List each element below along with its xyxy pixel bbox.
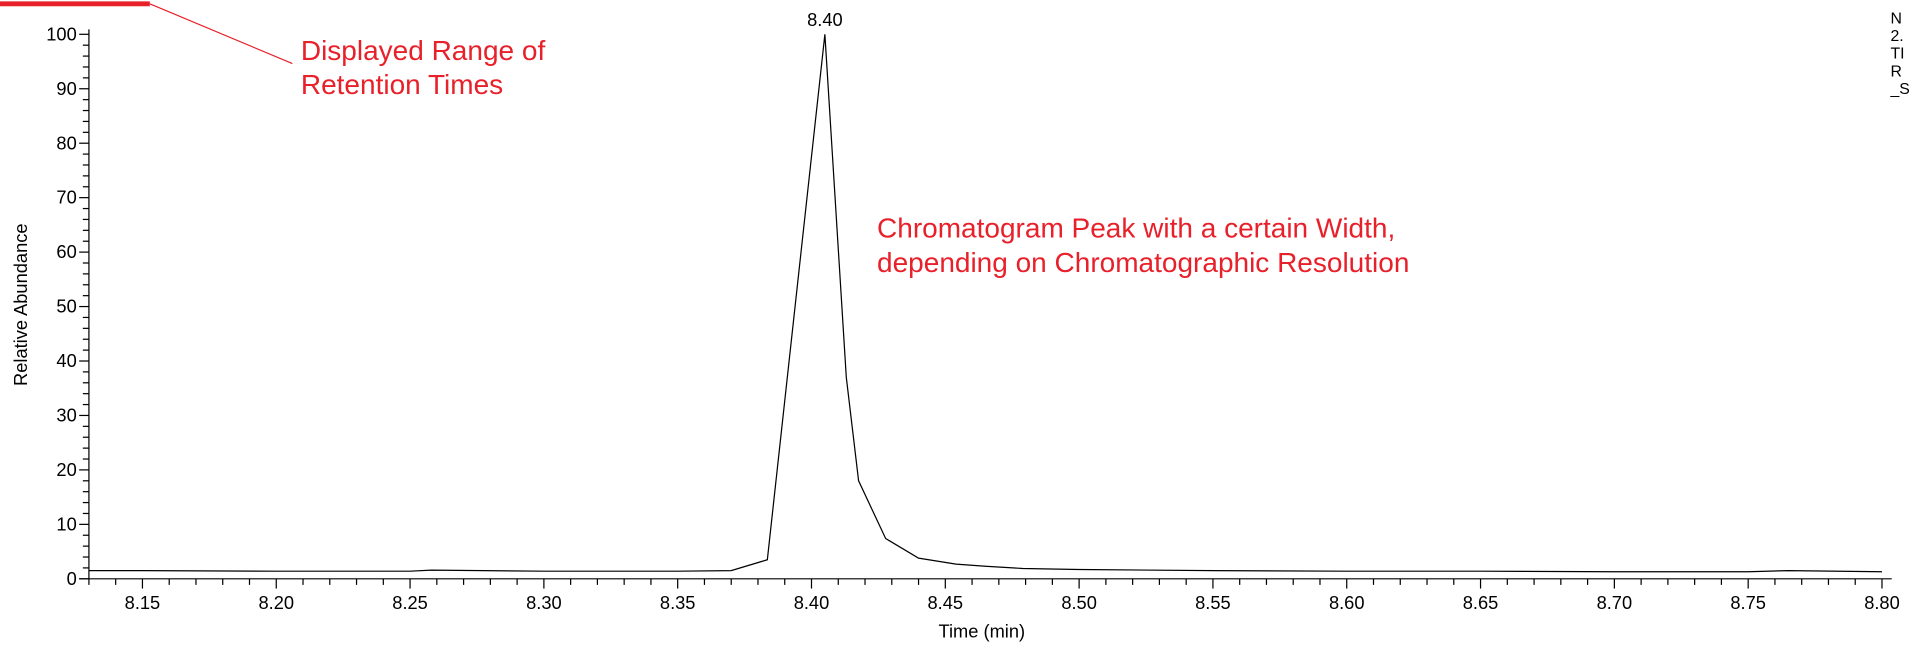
corner-info: _S bbox=[1890, 81, 1910, 98]
y-tick-label: 50 bbox=[56, 296, 76, 317]
y-tick-label: 70 bbox=[56, 187, 76, 208]
chromatogram-line bbox=[88, 34, 1882, 573]
x-tick-label: 8.60 bbox=[1329, 592, 1365, 613]
y-tick-label: 30 bbox=[56, 405, 76, 426]
x-tick-label: 8.40 bbox=[794, 592, 830, 613]
x-tick-label: 8.80 bbox=[1864, 592, 1900, 613]
x-axis-title: Time (min) bbox=[939, 620, 1026, 641]
corner-info: 2. bbox=[1891, 28, 1904, 45]
x-tick-label: 8.15 bbox=[125, 592, 161, 613]
x-tick-label: 8.65 bbox=[1463, 592, 1499, 613]
corner-info: N bbox=[1891, 10, 1902, 27]
corner-info: R bbox=[1891, 63, 1902, 80]
annotation-text: depending on Chromatographic Resolution bbox=[877, 247, 1409, 278]
x-tick-label: 8.70 bbox=[1597, 592, 1633, 613]
range-pointer bbox=[149, 3, 293, 65]
annotation-text: Displayed Range of bbox=[301, 35, 546, 66]
y-tick-label: 20 bbox=[56, 459, 76, 480]
x-tick-label: 8.30 bbox=[526, 592, 562, 613]
y-tick-label: 80 bbox=[56, 132, 76, 153]
annotation-text: Retention Times bbox=[301, 69, 503, 100]
x-tick-label: 8.50 bbox=[1061, 592, 1097, 613]
y-tick-label: 60 bbox=[56, 241, 76, 262]
y-tick-label: 90 bbox=[56, 78, 76, 99]
peak-label: 8.40 bbox=[807, 9, 843, 30]
x-tick-label: 8.25 bbox=[392, 592, 428, 613]
y-tick-label: 40 bbox=[56, 350, 76, 371]
x-tick-label: 8.45 bbox=[928, 592, 964, 613]
y-tick-label: 100 bbox=[46, 23, 76, 44]
y-tick-label: 0 bbox=[67, 568, 77, 589]
x-tick-label: 8.55 bbox=[1195, 592, 1231, 613]
x-tick-label: 8.35 bbox=[660, 592, 696, 613]
y-axis-title: Relative Abundance bbox=[10, 223, 31, 385]
x-tick-label: 8.20 bbox=[258, 592, 294, 613]
y-tick-label: 10 bbox=[56, 513, 76, 534]
x-tick-label: 8.75 bbox=[1730, 592, 1766, 613]
annotation-text: Chromatogram Peak with a certain Width, bbox=[877, 213, 1395, 244]
corner-info: TI bbox=[1891, 46, 1905, 63]
